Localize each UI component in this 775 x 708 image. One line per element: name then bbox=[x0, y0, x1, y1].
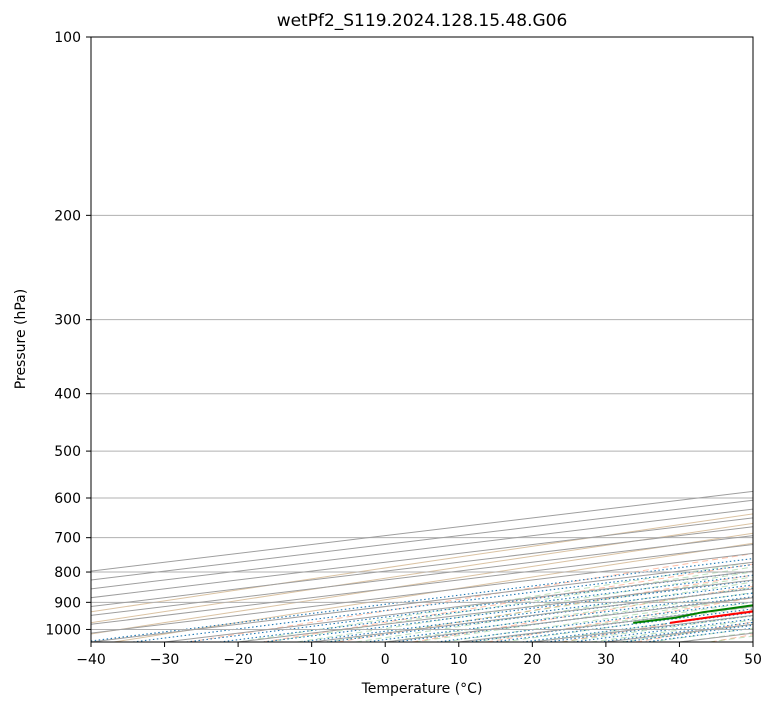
isotherm-gridline bbox=[91, 517, 753, 599]
moist-adiabats bbox=[238, 561, 753, 642]
x-tick-label: −40 bbox=[76, 652, 106, 668]
moist-adiabat-line bbox=[385, 586, 753, 642]
y-tick-label: 900 bbox=[54, 595, 81, 611]
isotherm-gridlines bbox=[91, 490, 753, 642]
mixing-ratio-line bbox=[186, 570, 753, 642]
isotherm-gridline bbox=[91, 490, 753, 572]
x-tick-label: 40 bbox=[671, 652, 689, 668]
isobar-gridlines bbox=[91, 37, 753, 630]
isotherm-gridline bbox=[91, 526, 753, 608]
mixing-ratio-line bbox=[91, 558, 753, 642]
moist-adiabat-line bbox=[473, 601, 753, 642]
chart-title: wetPf2_S119.2024.128.15.48.G06 bbox=[277, 11, 568, 31]
y-axis-ticks: 100 200 300 400 500 600 700 800 900 1000 bbox=[45, 30, 91, 638]
isotherm-gridline bbox=[91, 535, 753, 616]
y-tick-label: 700 bbox=[54, 531, 81, 547]
x-tick-label: 50 bbox=[744, 652, 762, 668]
y-tick-label: 100 bbox=[54, 30, 81, 46]
y-tick-label: 200 bbox=[54, 208, 81, 224]
plot-frame bbox=[90, 36, 754, 643]
x-tick-label: 0 bbox=[381, 652, 390, 668]
x-tick-label: −30 bbox=[150, 652, 180, 668]
dry-adiabat-line bbox=[91, 513, 753, 613]
x-axis-label: Temperature (°C) bbox=[361, 681, 483, 697]
x-tick-label: 30 bbox=[597, 652, 615, 668]
moist-adiabat-line bbox=[238, 561, 753, 642]
mixing-ratio-line bbox=[436, 601, 753, 642]
x-tick-label: 20 bbox=[523, 652, 541, 668]
moist-adiabat-line bbox=[267, 566, 753, 642]
x-axis-ticks: −40 −30 −20 −10 0 10 20 30 40 50 bbox=[76, 642, 762, 668]
y-tick-label: 300 bbox=[54, 313, 81, 329]
dry-adiabat-line bbox=[91, 532, 753, 635]
moist-adiabat-line bbox=[444, 596, 753, 642]
y-tick-label: 1000 bbox=[45, 622, 81, 638]
moist-adiabat-line bbox=[355, 581, 753, 642]
isotherm-gridline bbox=[91, 508, 753, 590]
y-tick-label: 800 bbox=[54, 565, 81, 581]
x-tick-label: 10 bbox=[450, 652, 468, 668]
mixing-ratio-line bbox=[492, 608, 753, 642]
y-axis-label: Pressure (hPa) bbox=[13, 289, 29, 389]
x-tick-label: −10 bbox=[297, 652, 327, 668]
y-tick-label: 500 bbox=[54, 444, 81, 460]
isotherm-gridline bbox=[91, 499, 753, 581]
y-tick-label: 600 bbox=[54, 491, 81, 507]
y-tick-label: 400 bbox=[54, 387, 81, 403]
plot-background bbox=[91, 37, 753, 642]
mixing-ratio-line bbox=[132, 564, 753, 642]
x-tick-label: −20 bbox=[223, 652, 253, 668]
plot-area: -100-90-80-70-60-50-40-30-20-100.10.20.4… bbox=[91, 37, 753, 642]
